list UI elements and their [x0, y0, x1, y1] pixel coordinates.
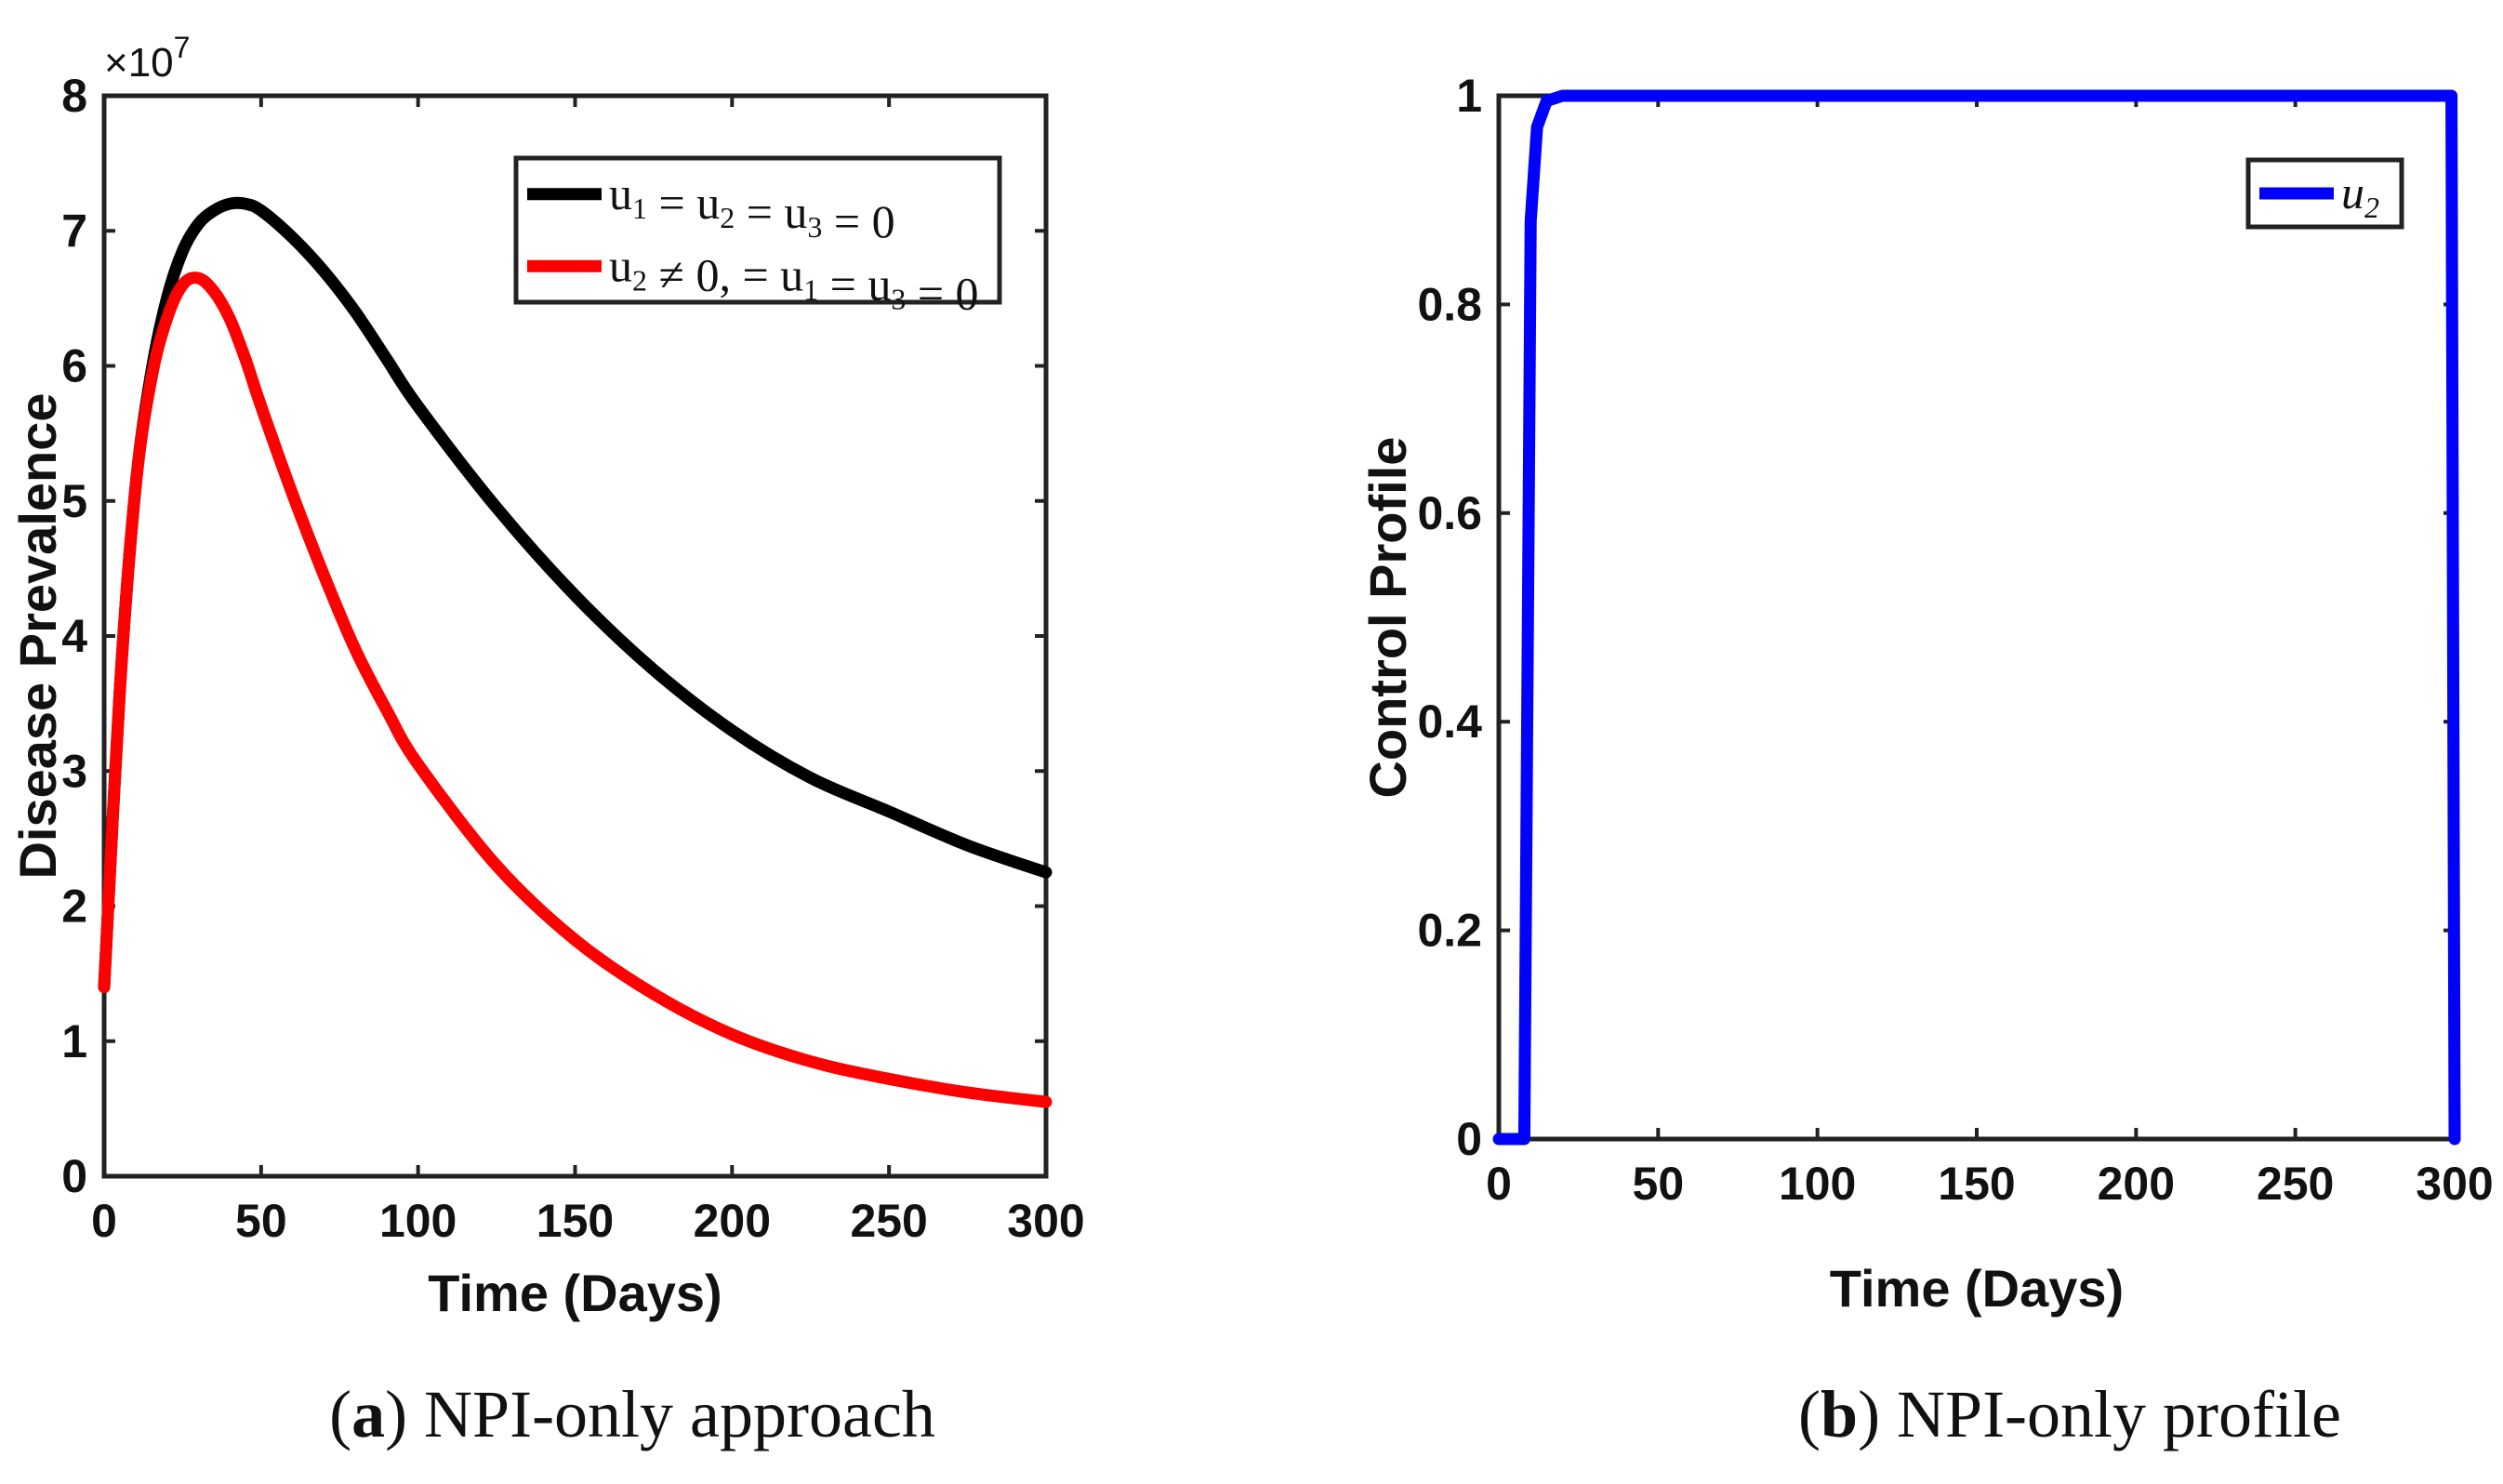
x-tick-label: 200: [2098, 1158, 2175, 1210]
x-tick-label: 200: [694, 1195, 771, 1247]
x-tick-label: 0: [1486, 1158, 1512, 1210]
x-tick-label: 100: [1779, 1158, 1856, 1210]
y-tick-label: 8: [61, 70, 87, 122]
legend-label: u2 ≠ 0, = u1 = u3 = 0: [609, 239, 979, 319]
x-tick-label: 150: [1938, 1158, 2015, 1210]
y-tick-label: 0: [1456, 1113, 1482, 1165]
plot-area-frame: [1496, 93, 2457, 1142]
x-tick-label: 50: [1633, 1158, 1685, 1210]
x-tick-label: 100: [379, 1195, 457, 1247]
y-tick-label: 0: [61, 1150, 87, 1202]
y-tick-label: 0.4: [1417, 696, 1482, 748]
chart-a: 0 50 100 150 200 250 300 0 1 2 3 4 5 6 7 8 ×107 Time (Day…: [8, 31, 1085, 1451]
series-line-1: [1492, 89, 2461, 1146]
y-tick-label: 0.6: [1417, 487, 1482, 539]
y-tick-label: 3: [61, 745, 87, 797]
series-line-1: [98, 196, 1053, 994]
y-tick-label: 0.8: [1417, 278, 1482, 330]
x-tick-label: 50: [235, 1195, 287, 1247]
x-axis-label: Time (Days): [428, 1264, 722, 1322]
legend-label: u1 = u2 = u3 = 0: [609, 167, 895, 247]
y-tick-label: 1: [61, 1015, 87, 1067]
caption-b: (b) NPI-only profile: [1798, 1377, 2341, 1451]
x-tick-label: 300: [1007, 1195, 1084, 1247]
y-axis-multiplier: ×107: [104, 31, 190, 86]
x-tick-label: 250: [2257, 1158, 2334, 1210]
y-tick-label: 7: [61, 205, 87, 257]
y-axis-label: Disease Prevalence: [8, 392, 67, 879]
chart-b: 0 50 100 150 200 250 300 0 0.2 0.4 0.6 0.8 1 Time (Da…: [1358, 70, 2494, 1451]
y-axis-label: Control Profile: [1358, 437, 1417, 799]
legend-box: [513, 155, 1002, 305]
x-tick-label: 250: [850, 1195, 927, 1247]
y-tick-label: 4: [61, 610, 87, 662]
caption-a: (a) NPI-only approach: [329, 1377, 935, 1451]
x-tick-label: 300: [2416, 1158, 2493, 1210]
y-tick-label: 0.2: [1417, 905, 1482, 957]
y-tick-label: 2: [61, 881, 87, 933]
series-line-2: [98, 272, 1053, 1108]
x-tick-label: 150: [536, 1195, 614, 1247]
y-tick-label: 5: [61, 475, 87, 527]
x-axis-label: Time (Days): [1830, 1259, 2124, 1318]
x-tick-label: 0: [91, 1195, 117, 1247]
y-tick-label: 1: [1456, 70, 1482, 122]
legend-label: u2: [2341, 166, 2379, 224]
y-tick-label: 6: [61, 340, 87, 392]
